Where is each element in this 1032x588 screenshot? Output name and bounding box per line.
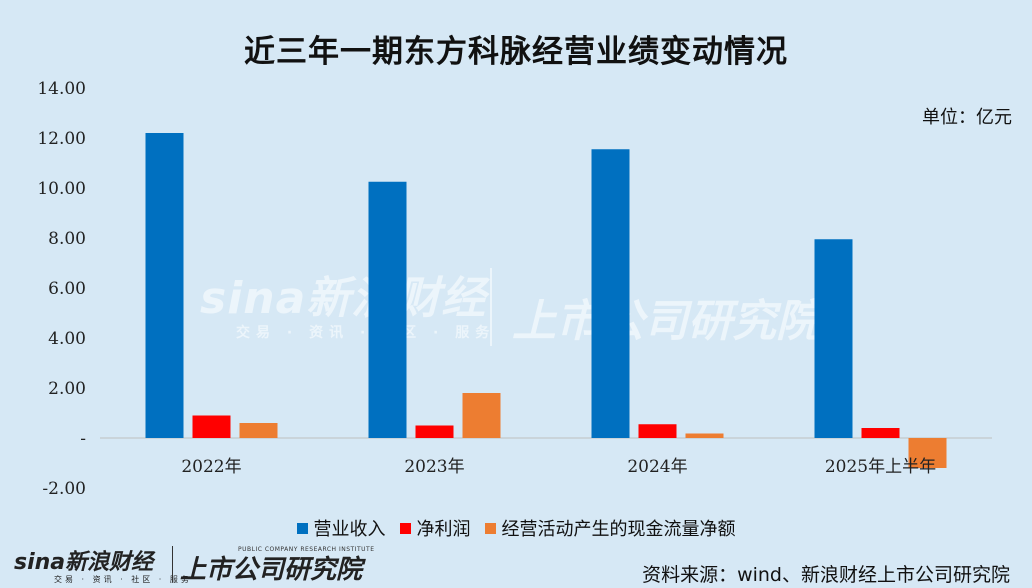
source-note: 资料来源：wind、新浪财经上市公司研究院 [642, 564, 1010, 586]
y-tick-label: 6.00 [48, 279, 86, 299]
legend-swatch [296, 522, 308, 534]
chart-title: 近三年一期东方科脉经营业绩变动情况 [244, 34, 788, 70]
footer-sina-subtext: 交易 · 资讯 · 社区 · 服务 [54, 575, 192, 584]
bar-net-profit [415, 425, 454, 438]
footer-institute-logo: 上市公司研究院 [180, 555, 363, 585]
x-category-label: 2023年 [404, 457, 464, 477]
legend-swatch [484, 522, 496, 534]
legend-swatch [399, 522, 411, 534]
bar-net-profit [192, 415, 231, 438]
y-tick-label: 14.00 [37, 79, 86, 99]
legend-label: 净利润 [416, 519, 471, 540]
legend: 营业收入 净利润 经营活动产生的现金流量净额 [0, 515, 1032, 541]
footer-divider [172, 546, 173, 582]
y-tick-label: 8.00 [48, 229, 86, 249]
bar-cash-flow [239, 423, 278, 438]
y-tick-label: 12.00 [37, 129, 86, 149]
legend-item: 净利润 [399, 515, 471, 541]
bar-revenue [145, 133, 184, 438]
legend-label: 经营活动产生的现金流量净额 [501, 519, 736, 540]
watermark-divider [490, 268, 492, 346]
bar-cash-flow [462, 393, 501, 438]
footer-sina-logo: sina新浪财经 [14, 550, 154, 575]
bar-net-profit [861, 428, 900, 438]
legend-label: 营业收入 [313, 519, 386, 540]
footer-institute-en: PUBLIC COMPANY RESEARCH INSTITUTE [238, 546, 375, 553]
bar-revenue [368, 181, 407, 438]
bar-cash-flow [908, 438, 947, 468]
y-tick-label: 2.00 [48, 379, 86, 399]
footer-logo: sina新浪财经 [14, 544, 153, 576]
x-category-label: 2024年 [627, 457, 687, 477]
bar-net-profit [638, 424, 677, 438]
watermark-logo: sina新浪财经 [200, 273, 487, 324]
bar-revenue [814, 239, 853, 438]
legend-item: 营业收入 [296, 515, 386, 541]
y-tick-label: -2.00 [42, 479, 86, 499]
y-tick-label: - [80, 429, 86, 449]
unit-label: 单位：亿元 [922, 107, 1012, 128]
x-category-label: 2025年上半年 [825, 457, 936, 477]
bar-revenue [591, 149, 630, 438]
y-tick-label: 10.00 [37, 179, 86, 199]
y-tick-label: 4.00 [48, 329, 86, 349]
watermark-institute: 上市公司研究院 [512, 296, 820, 347]
x-category-label: 2022年 [181, 457, 241, 477]
legend-item: 经营活动产生的现金流量净额 [484, 515, 736, 541]
watermark-subtext: 交易 · 资讯 · 社区 · 服务 [236, 325, 496, 341]
bar-cash-flow [685, 433, 724, 438]
